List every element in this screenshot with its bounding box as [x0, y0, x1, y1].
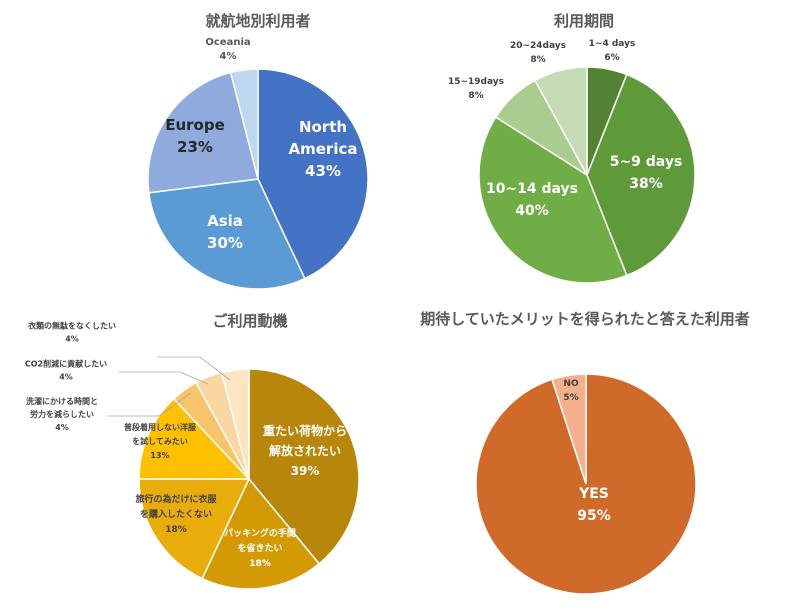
slice-label-line: 18%: [249, 559, 271, 569]
slice-label-line: 6%: [604, 53, 619, 63]
slice-label-line: 5~9 days: [610, 154, 683, 170]
pie-slice: [551, 373, 587, 485]
slice-label-line: 1~4 days: [589, 39, 636, 49]
slice-label: CO2削減に貢献したい 4%: [25, 359, 107, 382]
leader-line: [119, 371, 209, 385]
slice-label-line: CO2削減に貢献したい: [25, 359, 107, 369]
slice-label: YES 95%: [577, 486, 611, 524]
slice-label-line: America: [289, 140, 358, 158]
slice-label: 洗濯にかける時間と労力を減らしたい 4%: [26, 396, 98, 432]
slice-label-line: 重たい荷物から: [263, 423, 347, 438]
slice-label-line: 13%: [150, 451, 169, 460]
slice-label: Oceania 4%: [205, 37, 250, 62]
slice-label-line: 43%: [305, 162, 341, 180]
slice-label: North America 43%: [289, 118, 358, 180]
slice-label-line: Oceania: [205, 37, 250, 48]
chart-title: 期待していたメリットを得られたと答えた利用者: [420, 310, 750, 328]
pie-slice: [248, 368, 360, 565]
slice-label-line: 23%: [177, 138, 213, 156]
slice-label-line: 8%: [530, 55, 545, 65]
slice-label: 1~4 days 6%: [589, 39, 636, 63]
pie-chart-destinations: 就航地別利用者 North America 43% Asia 30% Europe 23% Oc…: [147, 12, 369, 290]
slice-label-line: 労力を減らしたい: [30, 409, 94, 419]
slice-label-line: 18%: [165, 525, 187, 535]
slice-label-line: 普段着用しない洋服: [124, 422, 197, 432]
pie-slice: [201, 477, 321, 590]
slice-label-line: 5%: [563, 393, 578, 403]
slice-label-line: 39%: [291, 464, 320, 478]
slice-label: 重たい荷物から解放されたい 39%: [263, 423, 347, 478]
slice-label: パッキングの手間を省きたい 18%: [224, 527, 296, 569]
pie-chart-satisfaction: 期待していたメリットを得られたと答えた利用者 YES 95% NO 5%: [420, 310, 750, 595]
slice-label-line: 旅行の為だけに衣服: [135, 493, 217, 505]
slice-label-line: Europe: [165, 116, 225, 134]
slice-label-line: 解放されたい: [269, 443, 341, 458]
slice-label-line: 4%: [59, 373, 73, 382]
slice-label: 5~9 days 38%: [610, 154, 683, 192]
slice-label: 旅行の為だけに衣服を購入したくない 18%: [135, 493, 217, 535]
slice-label-line: 洗濯にかける時間と: [26, 396, 98, 406]
pie-slice: [138, 397, 251, 480]
slice-label-line: 40%: [515, 203, 549, 219]
slice-label-line: パッキングの手間: [224, 527, 296, 539]
slice-label-line: を購入したくない: [140, 508, 212, 520]
slice-label-line: 4%: [65, 335, 79, 344]
pie-slice: [257, 68, 369, 280]
slice-label-line: 10~14 days: [486, 181, 578, 197]
slice-label-line: Asia: [207, 212, 243, 230]
slice-label-line: North: [299, 118, 347, 136]
slice-label: 10~14 days 40%: [486, 181, 578, 219]
slice-label-line: 20~24days: [510, 41, 566, 51]
slice-label: NO 5%: [563, 379, 579, 403]
slice-label-line: 8%: [468, 91, 483, 101]
pie-slice: [148, 178, 306, 290]
slice-label: Europe 23%: [165, 116, 225, 156]
chart-title: 利用期間: [554, 12, 614, 30]
slice-label: Asia 30%: [207, 212, 243, 252]
pie-slice: [533, 66, 588, 176]
pie-slice: [138, 478, 251, 580]
slice-label-line: 15~19days: [448, 77, 504, 87]
slice-label-line: 38%: [629, 176, 663, 192]
pie-chart-duration: 利用期間 1~4 days 6% 5~9 days 38% 10~14 days 40% 15…: [448, 12, 696, 284]
slice-label-line: を省きたい: [237, 542, 282, 554]
slice-label: 20~24days 8%: [510, 41, 566, 65]
slice-label-line: 95%: [577, 508, 611, 524]
slice-label: 普段着用しない洋服を試してみたい 13%: [124, 422, 197, 460]
slice-label-line: を試してみたい: [132, 436, 188, 446]
chart-title: 就航地別利用者: [205, 12, 310, 30]
slice-label-line: 衣類の無駄をなくしたい: [28, 321, 116, 331]
slice-label-line: NO: [563, 379, 579, 389]
leader-line: [107, 392, 192, 417]
slice-label: 15~19days 8%: [448, 77, 504, 101]
pie-slice: [478, 116, 628, 284]
pie-slice: [220, 368, 250, 480]
slice-label-line: 30%: [207, 234, 243, 252]
slice-label-line: YES: [578, 486, 609, 502]
slice-label-line: 4%: [55, 423, 69, 432]
pie-slice: [586, 73, 696, 277]
slice-label-line: 4%: [220, 51, 237, 62]
slice-label: 衣類の無駄をなくしたい 4%: [28, 321, 116, 344]
pie-slice: [229, 68, 259, 180]
leader-line: [157, 356, 231, 381]
chart-title: ご利用動機: [212, 312, 287, 330]
pie-slice: [147, 71, 259, 194]
